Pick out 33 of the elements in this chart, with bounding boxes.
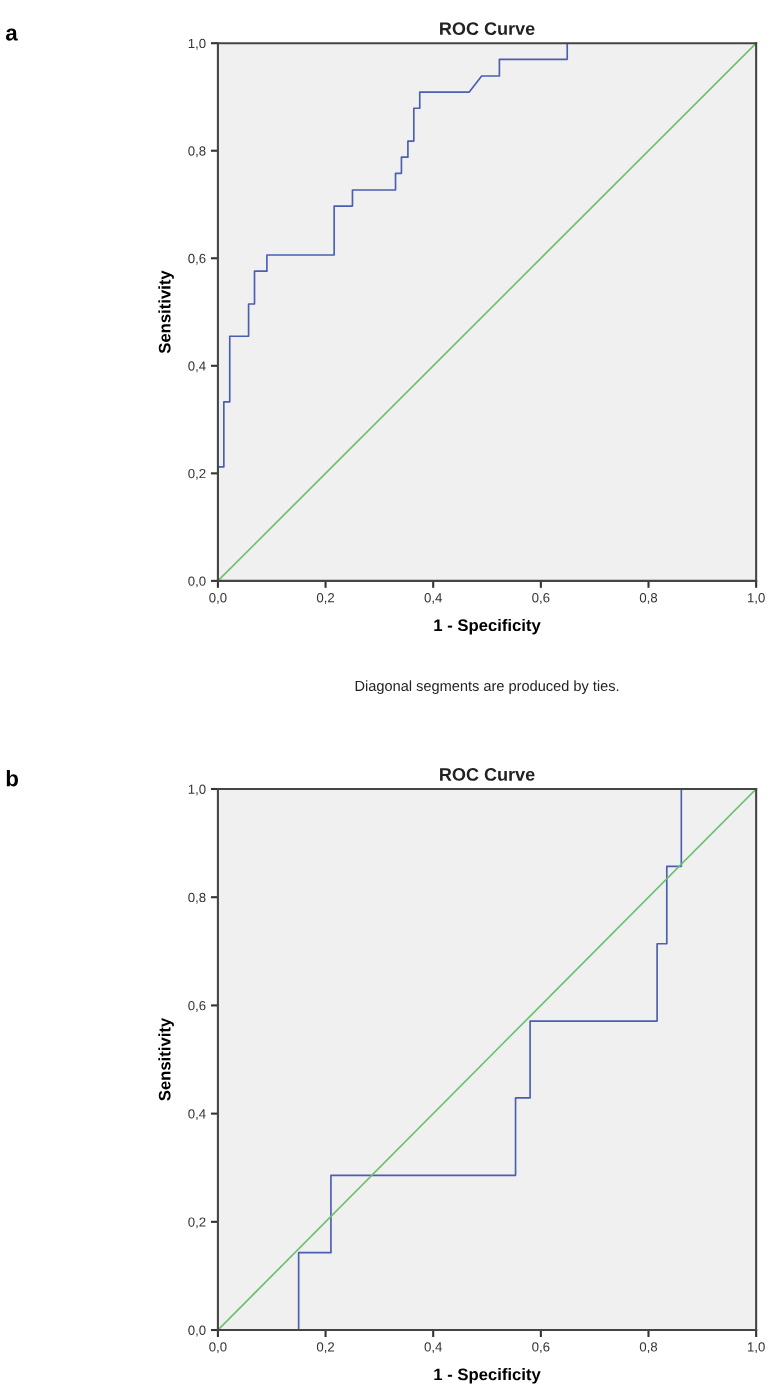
y-tick-label: 0,0 <box>188 1325 206 1337</box>
y-tick-label: 0,2 <box>188 468 206 480</box>
y-tick-label: 0,6 <box>188 1000 206 1012</box>
x-tick-label: 0,6 <box>532 593 550 604</box>
x-tick-label: 0,2 <box>316 1342 335 1354</box>
y-axis-title: Sensitivity <box>158 1017 174 1101</box>
y-tick-label: 0,4 <box>188 361 206 373</box>
x-axis-title: 1 - Specificity <box>434 618 541 635</box>
y-tick-label: 0,8 <box>188 892 206 904</box>
text: a <box>5 28 18 41</box>
y-tick-label: 0,4 <box>188 1109 206 1121</box>
x-tick-label: 1,0 <box>747 593 765 604</box>
x-tick-label: 0,6 <box>532 1342 550 1354</box>
x-tick-label: 0,0 <box>209 593 227 604</box>
text: b <box>6 770 18 787</box>
x-tick-label: 0,8 <box>639 1342 658 1354</box>
y-axis-title: Sensitivity <box>158 270 174 354</box>
y-tick-label: 1,0 <box>188 784 206 796</box>
y-tick-label: 1,0 <box>188 38 206 50</box>
chart-title: ROC Curve <box>440 22 535 36</box>
x-tick-label: 0,0 <box>209 1342 227 1354</box>
x-tick-label: 0,4 <box>424 593 442 604</box>
x-tick-label: 0,4 <box>424 1342 442 1354</box>
y-tick-label: 0,6 <box>188 253 206 265</box>
y-tick-label: 0,8 <box>188 146 206 158</box>
chart-title: ROC Curve <box>440 768 535 781</box>
y-tick-label: 0,0 <box>188 576 206 588</box>
y-tick-label: 0,2 <box>188 1217 206 1229</box>
x-tick-label: 1,0 <box>747 1342 765 1354</box>
x-tick-label: 0,8 <box>639 593 658 604</box>
x-axis-title: 1 - Specificity <box>434 1368 541 1384</box>
text: Diagonal segments are produced by ties. <box>355 680 619 694</box>
x-tick-label: 0,2 <box>316 593 335 604</box>
